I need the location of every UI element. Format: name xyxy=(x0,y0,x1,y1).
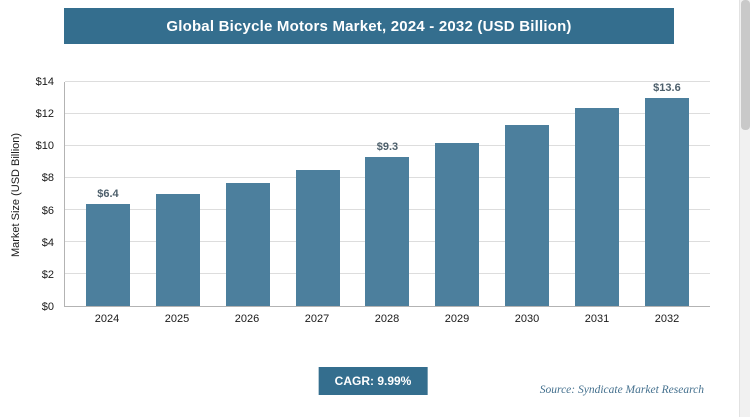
y-tick-label: $8 xyxy=(41,172,54,185)
gridline xyxy=(65,81,710,82)
bar-value-label: $9.3 xyxy=(376,141,399,154)
y-axis-ticks: $0 $2 $4 $6 $8 $10 $12 $14 xyxy=(0,76,60,313)
y-tick-label: $14 xyxy=(35,76,54,88)
gridline xyxy=(65,113,710,114)
plot-area: $6.4 $9.3 $13.6 xyxy=(64,81,710,307)
x-tick-label: 2027 xyxy=(304,313,330,325)
x-tick-label: 2028 xyxy=(374,313,400,325)
page-title: Global Bicycle Motors Market, 2024 - 203… xyxy=(166,17,572,35)
bar-column xyxy=(155,82,200,306)
bar xyxy=(295,170,340,306)
bar xyxy=(225,182,270,306)
bar xyxy=(85,203,130,306)
source-text: Source: Syndicate Market Research xyxy=(539,384,704,396)
bar xyxy=(435,142,480,306)
bar-column xyxy=(505,82,550,306)
x-tick-label: 2029 xyxy=(444,313,470,325)
x-tick-label: 2024 xyxy=(94,313,120,325)
bar xyxy=(365,157,410,306)
bar xyxy=(155,194,200,306)
bar-column: $13.6 xyxy=(644,82,689,306)
chart-title-banner: Global Bicycle Motors Market, 2024 - 203… xyxy=(64,8,674,44)
y-tick-label: $4 xyxy=(41,236,54,249)
bar-column: $6.4 xyxy=(85,82,130,306)
y-tick-label: $2 xyxy=(41,268,54,281)
gridline xyxy=(65,145,710,146)
bar xyxy=(505,125,550,306)
y-tick-label: $12 xyxy=(35,108,54,121)
bar xyxy=(644,98,689,306)
x-axis-ticks: 2024 2025 2026 2027 2028 2029 2030 2031 2032 xyxy=(64,313,710,325)
y-tick-label: $10 xyxy=(35,140,54,153)
bar-column xyxy=(435,82,480,306)
bar-value-label: $13.6 xyxy=(653,82,681,94)
bars-container: $6.4 $9.3 $13.6 xyxy=(65,82,710,306)
scrollbar-thumb[interactable] xyxy=(741,0,750,130)
bar-value-label: $6.4 xyxy=(97,187,119,200)
bar-column xyxy=(295,82,340,306)
bar xyxy=(575,107,620,306)
y-tick-label: $0 xyxy=(41,301,54,313)
x-tick-label: 2026 xyxy=(234,313,260,325)
x-tick-label: 2025 xyxy=(164,313,190,325)
x-tick-label: 2030 xyxy=(514,313,540,325)
x-tick-label: 2031 xyxy=(584,313,610,325)
bar-column: $9.3 xyxy=(365,82,410,306)
cagr-badge: CAGR: 9.99% xyxy=(318,367,428,395)
y-tick-label: $6 xyxy=(41,204,54,217)
bar-column xyxy=(225,82,270,306)
vertical-scrollbar[interactable] xyxy=(739,0,750,417)
x-tick-label: 2032 xyxy=(654,313,680,325)
bar-column xyxy=(575,82,620,306)
